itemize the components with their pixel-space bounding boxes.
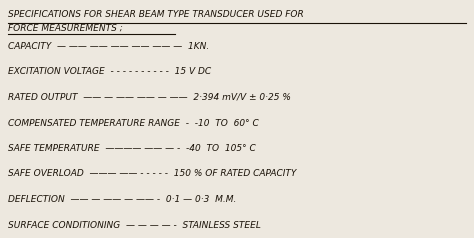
Text: SAFE TEMPERATURE  ———— —— — -  -40  TO  105° C: SAFE TEMPERATURE ———— —— — - -40 TO 105°… (8, 144, 256, 153)
Text: RATED OUTPUT  —— — —— —— — ——  2·394 mV/V ± 0·25 %: RATED OUTPUT —— — —— —— — —— 2·394 mV/V … (8, 93, 291, 102)
Text: SPECIFICATIONS FOR SHEAR BEAM TYPE TRANSDUCER USED FOR: SPECIFICATIONS FOR SHEAR BEAM TYPE TRANS… (8, 10, 304, 19)
Text: EXCITATION VOLTAGE  - - - - - - - - - -  15 V DC: EXCITATION VOLTAGE - - - - - - - - - - 1… (8, 68, 211, 76)
Text: SAFE OVERLOAD  ——— —— - - - - -  150 % OF RATED CAPACITY: SAFE OVERLOAD ——— —— - - - - - 150 % OF … (8, 169, 296, 178)
Text: CAPACITY  — —— —— —— —— —— —  1KN.: CAPACITY — —— —— —— —— —— — 1KN. (8, 42, 209, 51)
Text: COMPENSATED TEMPERATURE RANGE  -  -10  TO  60° C: COMPENSATED TEMPERATURE RANGE - -10 TO 6… (8, 119, 259, 128)
Text: FORCE MEASUREMENTS ;: FORCE MEASUREMENTS ; (8, 24, 123, 33)
Text: DEFLECTION  —— — —— — —— -  0·1 — 0·3  M.M.: DEFLECTION —— — —— — —— - 0·1 — 0·3 M.M. (8, 195, 237, 204)
Text: SURFACE CONDITIONING  — — — — -  STAINLESS STEEL: SURFACE CONDITIONING — — — — - STAINLESS… (8, 220, 261, 229)
